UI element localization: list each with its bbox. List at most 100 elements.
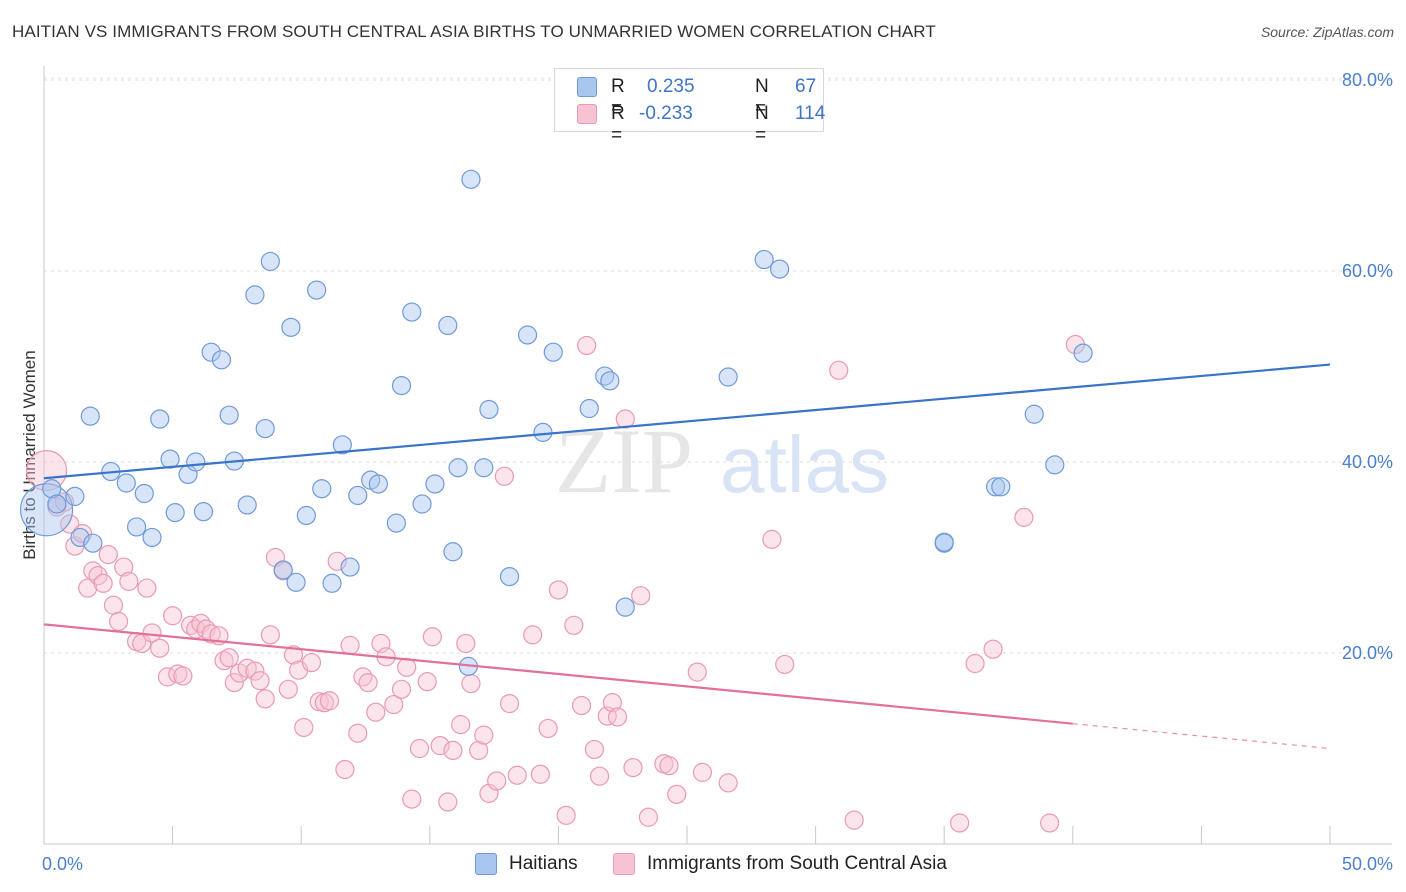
series-label-immigrants: Immigrants from South Central Asia	[647, 853, 947, 874]
point-immigrants	[260, 625, 280, 645]
point-immigrants	[191, 613, 211, 633]
tick-labels: 20.0% 40.0% 60.0% 80.0% 0.0% 50.0%	[42, 70, 1393, 874]
point-immigrants	[474, 725, 494, 745]
legend-swatch-haitians	[577, 77, 597, 97]
point-haitians	[245, 285, 265, 305]
point-haitians	[991, 477, 1011, 497]
point-immigrants	[353, 667, 373, 687]
point-haitians	[517, 325, 538, 345]
point-haitians	[142, 527, 162, 548]
point-immigrants	[119, 571, 139, 591]
legend-r-value: -0.233	[639, 103, 693, 124]
point-haitians	[19, 483, 74, 537]
point-haitians	[126, 517, 147, 537]
point-immigrants	[78, 578, 98, 598]
x-tick-label: 0.0%	[42, 854, 83, 874]
series-swatch-immigrants	[613, 853, 635, 875]
point-haitians	[425, 474, 445, 494]
legend-r-value: 0.235	[647, 76, 695, 97]
point-immigrants	[507, 765, 527, 785]
point-haitians	[42, 479, 62, 499]
point-immigrants	[469, 740, 489, 761]
point-immigrants	[451, 715, 471, 735]
point-immigrants	[667, 784, 687, 804]
x-tick-label: 50.0%	[1342, 854, 1393, 874]
point-immigrants	[829, 360, 849, 380]
point-immigrants	[201, 624, 221, 644]
point-immigrants	[775, 654, 795, 675]
point-immigrants	[283, 645, 304, 665]
point-immigrants	[219, 648, 239, 668]
point-immigrants	[402, 789, 422, 809]
point-haitians	[1045, 455, 1065, 475]
point-haitians	[219, 405, 239, 425]
point-immigrants	[409, 738, 430, 759]
point-haitians	[160, 449, 180, 469]
point-haitians	[273, 560, 293, 580]
point-haitians	[986, 477, 1006, 497]
y-tick-label: 20.0%	[1342, 643, 1393, 663]
point-immigrants	[301, 652, 322, 673]
series-label-haitians: Haitians	[509, 853, 578, 874]
point-immigrants	[564, 615, 584, 635]
point-haitians	[348, 485, 368, 506]
point-immigrants	[103, 595, 124, 615]
point-immigrants	[255, 689, 275, 709]
point-immigrants	[278, 679, 298, 699]
point-haitians	[754, 249, 774, 270]
point-haitians	[116, 473, 136, 493]
point-haitians	[286, 572, 306, 592]
source-credit: Source: ZipAtlas.com	[1260, 24, 1394, 40]
point-haitians	[499, 566, 520, 587]
point-haitians	[461, 169, 481, 189]
point-immigrants	[384, 694, 404, 715]
point-immigrants	[638, 807, 659, 827]
legend-n-value: 114	[795, 103, 826, 124]
trend-line-immigrants	[43, 623, 1073, 725]
point-immigrants	[114, 557, 134, 577]
point-immigrants	[571, 695, 592, 716]
point-immigrants	[150, 638, 170, 658]
point-immigrants	[319, 691, 340, 711]
trend-line-immigrants-extension	[1072, 723, 1331, 750]
axes	[43, 66, 1392, 845]
point-haitians	[255, 418, 275, 439]
point-immigrants	[245, 661, 265, 681]
point-immigrants	[718, 773, 738, 793]
point-immigrants	[556, 805, 576, 825]
point-haitians	[769, 259, 790, 279]
point-haitians	[600, 371, 620, 391]
point-haitians	[340, 557, 360, 577]
point-haitians	[615, 597, 635, 617]
legend-r-label: R =	[611, 76, 625, 119]
data-points	[19, 169, 1093, 833]
point-haitians	[260, 251, 280, 272]
point-immigrants	[438, 792, 458, 812]
point-haitians	[65, 486, 85, 506]
series-swatch-haitians	[475, 853, 497, 875]
y-tick-label: 60.0%	[1342, 261, 1393, 281]
legend-n-label: N =	[755, 103, 769, 146]
point-haitians	[718, 367, 738, 387]
point-haitians	[307, 280, 327, 300]
point-immigrants	[461, 673, 481, 694]
point-immigrants	[844, 810, 864, 830]
point-immigrants	[615, 409, 635, 429]
legend-n-label: N =	[755, 76, 769, 119]
point-immigrants	[250, 671, 270, 691]
point-immigrants	[335, 759, 355, 780]
point-immigrants	[98, 545, 118, 565]
legend-r-label: R =	[611, 103, 625, 146]
point-haitians	[1073, 343, 1093, 363]
trend-lines	[43, 363, 1331, 750]
point-immigrants	[1014, 507, 1034, 527]
point-haitians	[579, 398, 599, 419]
watermark-atlas: atlas	[720, 420, 889, 509]
point-haitians	[368, 474, 388, 494]
y-tick-label: 40.0%	[1342, 452, 1393, 472]
point-immigrants	[1040, 813, 1060, 833]
point-haitians	[402, 302, 422, 322]
point-immigrants	[430, 736, 450, 756]
point-haitians	[443, 542, 463, 562]
